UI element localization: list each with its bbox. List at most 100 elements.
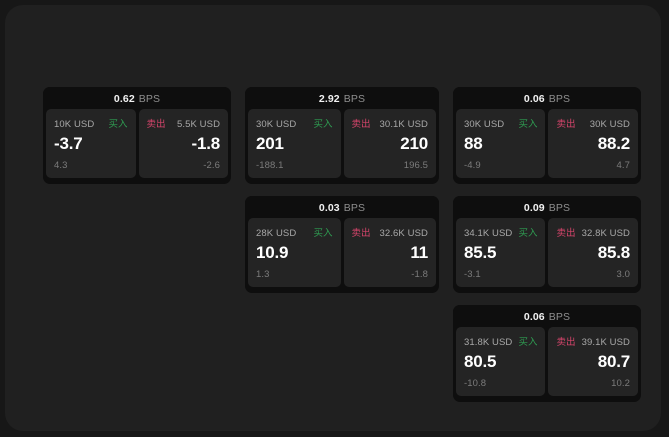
buy-side-panel[interactable]: 31.8K USD 买入 80.5 -10.8 — [455, 327, 546, 396]
sell-side-panel[interactable]: 卖出 32.8K USD 85.8 3.0 — [548, 218, 638, 287]
buy-price-value: 201 — [256, 134, 284, 153]
sell-tag: 卖出 — [556, 119, 576, 130]
buy-amount: 30K USD — [256, 119, 297, 130]
buy-delta-value: -3.1 — [463, 269, 481, 280]
sell-tag: 卖出 — [351, 119, 371, 130]
bps-value: 2.92 — [318, 92, 340, 105]
buy-amount: 34.1K USD — [463, 228, 513, 239]
buy-tag: 买入 — [108, 119, 128, 130]
buy-side-header: 28K USD 买入 — [256, 225, 333, 239]
buy-side-header: 30K USD 买入 — [464, 116, 538, 130]
buy-price-value: 85.5 — [463, 243, 497, 262]
buy-delta-value: -4.9 — [463, 160, 481, 171]
buy-side-panel[interactable]: 30K USD 买入 88 -4.9 — [455, 109, 546, 178]
bps-unit-label: BPS — [548, 201, 571, 214]
sell-price-value: 80.7 — [597, 352, 630, 371]
bps-unit-label: BPS — [548, 92, 571, 105]
sell-price-value: -1.8 — [191, 134, 221, 153]
buy-delta-value: 4.3 — [54, 160, 68, 171]
buy-tag: 买入 — [313, 228, 333, 239]
card-header: 0.03 BPS — [245, 196, 439, 218]
quote-card[interactable]: 0.06 BPS 30K USD 买入 88 -4.9 — [452, 87, 641, 184]
sell-amount: 32.6K USD — [379, 228, 428, 239]
sell-price-value: 88.2 — [597, 134, 630, 153]
sell-delta-value: 10.2 — [611, 378, 630, 389]
sell-tag: 卖出 — [146, 119, 166, 130]
sell-side-header: 卖出 30K USD — [556, 116, 630, 130]
sell-tag: 卖出 — [351, 228, 371, 239]
sell-side-header: 卖出 39.1K USD — [556, 334, 630, 348]
card-body: 30K USD 买入 88 -4.9 卖出 30K USD 88.2 — [453, 109, 641, 181]
quote-column-1: 0.62 BPS 10K USD 买入 -3.7 4.3 — [43, 87, 232, 184]
quote-card[interactable]: 0.09 BPS 34.1K USD 买入 85.5 -3.1 — [452, 196, 641, 293]
sell-price-value: 210 — [400, 134, 428, 153]
dashboard-surface: 0.62 BPS 10K USD 买入 -3.7 4.3 — [5, 5, 661, 431]
buy-tag: 买入 — [518, 337, 538, 348]
card-body: 28K USD 买入 10.9 1.3 卖出 32.6K USD 11 — [245, 218, 439, 290]
bps-value: 0.03 — [318, 201, 340, 214]
sell-side-panel[interactable]: 卖出 30K USD 88.2 4.7 — [548, 109, 638, 178]
bps-unit-label: BPS — [548, 310, 571, 323]
buy-price-value: 10.9 — [256, 243, 289, 262]
buy-price-value: 88 — [463, 134, 483, 153]
bps-unit-label: BPS — [343, 201, 366, 214]
quote-card[interactable]: 0.06 BPS 31.8K USD 买入 80.5 -10.8 — [452, 305, 641, 402]
bps-unit-label: BPS — [138, 92, 161, 105]
bps-unit-label: BPS — [343, 92, 366, 105]
buy-amount: 10K USD — [54, 119, 95, 130]
sell-delta-value: 196.5 — [403, 160, 428, 171]
sell-delta-value: 3.0 — [616, 269, 630, 280]
quote-card[interactable]: 0.03 BPS 28K USD 买入 10.9 1.3 — [245, 196, 439, 293]
sell-amount: 5.5K USD — [176, 119, 221, 130]
sell-side-header: 卖出 5.5K USD — [146, 116, 221, 130]
buy-side-panel[interactable]: 10K USD 买入 -3.7 4.3 — [46, 109, 136, 178]
buy-delta-value: -188.1 — [256, 160, 284, 171]
bps-value: 0.06 — [523, 92, 545, 105]
sell-amount: 32.8K USD — [581, 228, 630, 239]
buy-price-value: -3.7 — [54, 134, 83, 153]
buy-price-value: 80.5 — [463, 352, 497, 371]
bps-value: 0.06 — [523, 310, 545, 323]
card-header: 0.06 BPS — [452, 305, 641, 327]
quote-card[interactable]: 2.92 BPS 30K USD 买入 201 -188.1 — [245, 87, 439, 184]
buy-side-header: 30K USD 买入 — [256, 116, 333, 130]
card-body: 34.1K USD 买入 85.5 -3.1 卖出 32.8K USD 85. — [453, 218, 641, 290]
buy-side-panel[interactable]: 34.1K USD 买入 85.5 -3.1 — [455, 218, 546, 287]
buy-amount: 31.8K USD — [463, 337, 513, 348]
sell-price-value: 85.8 — [597, 243, 630, 262]
sell-tag: 卖出 — [556, 228, 576, 239]
sell-amount: 30.1K USD — [379, 119, 428, 130]
sell-side-panel[interactable]: 卖出 39.1K USD 80.7 10.2 — [548, 327, 638, 396]
sell-delta-value: -2.6 — [203, 160, 221, 171]
sell-price-value: 11 — [410, 243, 428, 262]
quote-column-3: 0.06 BPS 30K USD 买入 88 -4.9 — [452, 87, 641, 402]
buy-side-header: 31.8K USD 买入 — [463, 334, 538, 348]
sell-side-header: 卖出 32.8K USD — [556, 225, 630, 239]
quote-card-grid: 0.62 BPS 10K USD 买入 -3.7 4.3 — [43, 87, 641, 402]
card-header: 0.62 BPS — [43, 87, 232, 109]
buy-delta-value: -10.8 — [463, 378, 487, 389]
sell-amount: 39.1K USD — [581, 337, 630, 348]
card-body: 31.8K USD 买入 80.5 -10.8 卖出 39.1K USD 80 — [453, 327, 641, 399]
card-body: 30K USD 买入 201 -188.1 卖出 30.1K USD 210 — [245, 109, 439, 181]
sell-amount: 30K USD — [589, 119, 630, 130]
buy-side-panel[interactable]: 28K USD 买入 10.9 1.3 — [248, 218, 341, 287]
sell-side-panel[interactable]: 卖出 5.5K USD -1.8 -2.6 — [138, 109, 229, 178]
sell-delta-value: 4.7 — [616, 160, 630, 171]
bps-value: 0.09 — [523, 201, 545, 214]
buy-tag: 买入 — [313, 119, 333, 130]
bps-value: 0.62 — [113, 92, 135, 105]
buy-side-header: 10K USD 买入 — [54, 116, 128, 130]
buy-side-panel[interactable]: 30K USD 买入 201 -188.1 — [248, 109, 341, 178]
card-header: 0.06 BPS — [452, 87, 641, 109]
buy-delta-value: 1.3 — [256, 269, 270, 280]
buy-side-header: 34.1K USD 买入 — [463, 225, 538, 239]
quote-card[interactable]: 0.62 BPS 10K USD 买入 -3.7 4.3 — [43, 87, 232, 184]
quote-column-2: 2.92 BPS 30K USD 买入 201 -188.1 — [245, 87, 439, 293]
card-header: 2.92 BPS — [245, 87, 439, 109]
sell-side-panel[interactable]: 卖出 32.6K USD 11 -1.8 — [343, 218, 436, 287]
sell-side-panel[interactable]: 卖出 30.1K USD 210 196.5 — [343, 109, 436, 178]
sell-side-header: 卖出 30.1K USD — [351, 116, 428, 130]
buy-amount: 28K USD — [256, 228, 297, 239]
